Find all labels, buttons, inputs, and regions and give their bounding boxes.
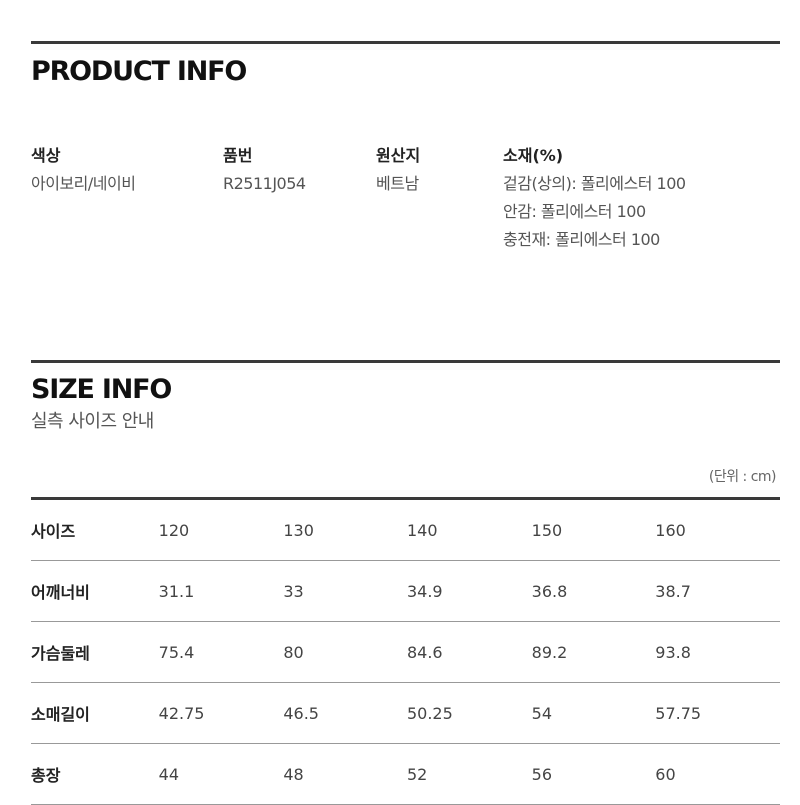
material-value: 충전재: 폴리에스터 100 xyxy=(503,230,660,249)
color-value: 아이보리/네이비 xyxy=(31,174,136,193)
table-cell: 44 xyxy=(158,743,284,805)
row-label: 총장 xyxy=(31,743,159,805)
table-cell: 36.8 xyxy=(531,560,656,622)
table-cell: 46.5 xyxy=(283,682,407,744)
row-label: 어깨너비 xyxy=(31,560,159,622)
table-cell: 31.1 xyxy=(158,560,284,622)
table-cell: 38.7 xyxy=(655,560,780,622)
table-row: 가슴둘레 75.4 80 84.6 89.2 93.8 xyxy=(31,621,780,683)
row-label: 소매길이 xyxy=(31,682,159,744)
table-cell: 130 xyxy=(283,498,407,561)
row-label: 가슴둘레 xyxy=(31,621,159,683)
table-cell: 34.9 xyxy=(406,560,532,622)
unit-note: (단위 : cm) xyxy=(708,469,777,485)
table-cell: 54 xyxy=(531,682,656,744)
item-number-label: 품번 xyxy=(223,146,253,165)
table-cell: 52 xyxy=(406,743,532,805)
product-info-title: PRODUCT INFO xyxy=(31,56,247,87)
table-cell: 42.75 xyxy=(158,682,284,744)
table-cell: 60 xyxy=(655,743,780,805)
color-label: 색상 xyxy=(31,146,61,165)
divider xyxy=(31,41,780,44)
table-row: 총장 44 48 52 56 60 xyxy=(31,743,780,805)
table-cell: 75.4 xyxy=(158,621,284,683)
table-cell: 33 xyxy=(283,560,407,622)
table-cell: 57.75 xyxy=(655,682,780,744)
material-value: 겉감(상의): 폴리에스터 100 xyxy=(503,174,686,193)
material-value: 안감: 폴리에스터 100 xyxy=(503,202,646,221)
table-cell: 140 xyxy=(406,498,532,561)
size-table: 사이즈 120 130 140 150 160 어깨너비 31.1 33 34.9 36.8 38.7… xyxy=(31,497,780,805)
origin-value: 베트남 xyxy=(376,174,419,193)
table-cell: 120 xyxy=(158,498,284,561)
material-label: 소재(%) xyxy=(503,146,564,165)
table-cell: 93.8 xyxy=(655,621,780,683)
size-info-title: SIZE INFO xyxy=(31,374,172,405)
table-cell: 84.6 xyxy=(406,621,532,683)
table-cell: 50.25 xyxy=(406,682,532,744)
item-number-value: R2511J054 xyxy=(223,174,306,193)
table-cell: 56 xyxy=(531,743,656,805)
table-cell: 48 xyxy=(283,743,407,805)
size-info-subtitle: 실측 사이즈 안내 xyxy=(31,411,154,432)
table-cell: 89.2 xyxy=(531,621,656,683)
table-row: 어깨너비 31.1 33 34.9 36.8 38.7 xyxy=(31,560,780,622)
divider xyxy=(31,360,780,363)
table-cell: 80 xyxy=(283,621,407,683)
table-row: 사이즈 120 130 140 150 160 xyxy=(31,498,780,561)
origin-label: 원산지 xyxy=(376,146,421,165)
table-row: 소매길이 42.75 46.5 50.25 54 57.75 xyxy=(31,682,780,744)
table-cell: 160 xyxy=(655,498,780,561)
row-label: 사이즈 xyxy=(31,498,159,561)
table-cell: 150 xyxy=(531,498,656,561)
